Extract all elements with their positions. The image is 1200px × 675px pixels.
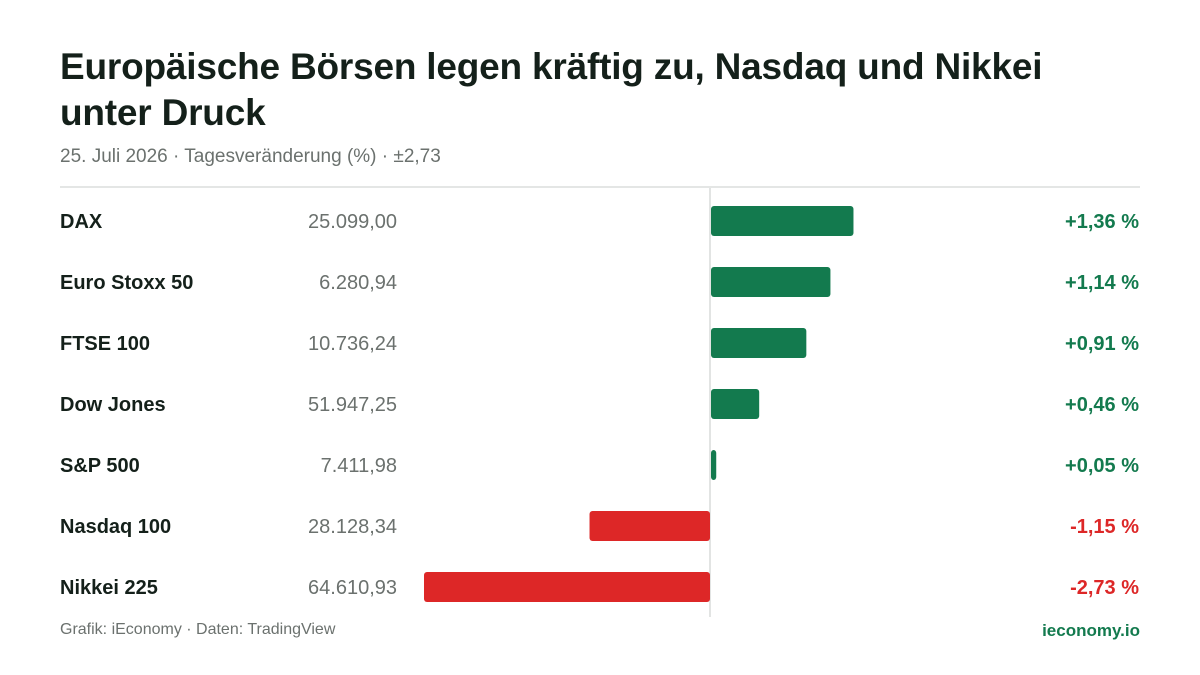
index-name-label: S&P 500 bbox=[60, 455, 140, 477]
brand-link[interactable]: ieconomy.io bbox=[1042, 621, 1140, 640]
index-level-label: 6.280,94 bbox=[319, 272, 397, 294]
change-value-label: +1,14 % bbox=[1065, 272, 1139, 294]
change-value-label: +0,91 % bbox=[1065, 333, 1139, 355]
source-note: Grafik: iEconomy · Daten: TradingView bbox=[60, 621, 336, 638]
bar-1 bbox=[711, 267, 831, 297]
change-value-label: -1,15 % bbox=[1070, 516, 1139, 538]
bar-0 bbox=[711, 206, 854, 236]
change-value-label: +0,05 % bbox=[1065, 455, 1139, 477]
index-level-label: 7.411,98 bbox=[321, 455, 397, 477]
chart-title: Europäische Börsen legen kräftig zu, Nas… bbox=[60, 46, 1043, 133]
index-name-label: Nikkei 225 bbox=[60, 577, 158, 599]
bar-2 bbox=[711, 328, 807, 358]
change-value-label: +1,36 % bbox=[1065, 211, 1139, 233]
bar-5 bbox=[589, 511, 710, 541]
change-value-label: -2,73 % bbox=[1070, 577, 1139, 599]
header-divider bbox=[60, 186, 1140, 188]
index-level-label: 28.128,34 bbox=[308, 516, 397, 538]
index-level-label: 25.099,00 bbox=[308, 211, 397, 233]
index-name-label: DAX bbox=[60, 211, 103, 233]
bar-6 bbox=[424, 572, 710, 602]
change-value-label: +0,46 % bbox=[1065, 394, 1139, 416]
index-level-label: 51.947,25 bbox=[308, 394, 397, 416]
bar-4 bbox=[711, 450, 717, 480]
index-name-label: Nasdaq 100 bbox=[60, 516, 171, 538]
index-name-label: Dow Jones bbox=[60, 394, 166, 416]
chart-subtitle: 25. Juli 2026 · Tagesveränderung (%) · ±… bbox=[60, 146, 441, 167]
bar-3 bbox=[711, 389, 760, 419]
index-level-label: 64.610,93 bbox=[308, 577, 397, 599]
index-name-label: FTSE 100 bbox=[60, 333, 150, 355]
index-name-label: Euro Stoxx 50 bbox=[60, 272, 193, 294]
index-level-label: 10.736,24 bbox=[308, 333, 397, 355]
